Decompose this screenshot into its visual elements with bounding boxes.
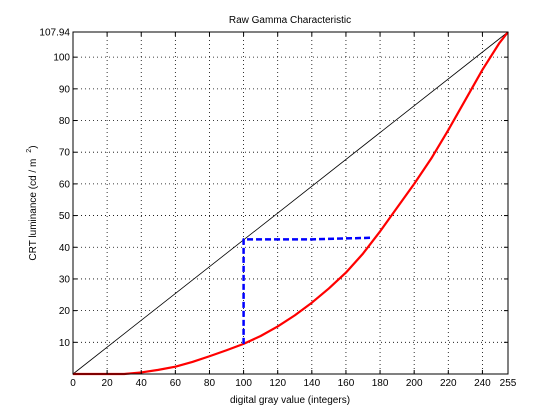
x-tick-label: 80 <box>204 378 216 389</box>
y-tick-labels: 10 20 30 40 50 60 70 80 90 100 107.94 <box>39 28 70 349</box>
axis-ticks <box>72 31 509 374</box>
x-tick-label: 220 <box>440 378 457 389</box>
guide-dashed-line <box>242 236 372 344</box>
x-tick-label: 180 <box>372 378 389 389</box>
y-axis-label: CRT luminance (cd / m 2) <box>26 145 39 260</box>
plot-frame <box>72 31 509 375</box>
y-axis-label-superscript: 2 <box>26 149 33 153</box>
grid-lines <box>73 32 508 374</box>
y-axis-label-suffix: ) <box>28 145 39 148</box>
x-tick-label: 40 <box>136 378 148 389</box>
series-layer <box>72 31 509 376</box>
linear-reference-line <box>72 31 509 375</box>
y-tick-label: 107.94 <box>39 28 70 39</box>
x-tick-label: 0 <box>70 378 76 389</box>
x-tick-labels: 0 20 40 60 80 100 120 140 160 180 200 220 240 255 <box>70 378 517 389</box>
x-tick-label: 20 <box>102 378 114 389</box>
y-tick-label: 10 <box>59 338 71 349</box>
y-tick-label: 50 <box>59 211 71 222</box>
x-tick-label: 255 <box>500 378 517 389</box>
y-tick-label: 20 <box>59 306 71 317</box>
x-tick-label: 120 <box>269 378 286 389</box>
gamma-curve-line <box>73 31 509 376</box>
x-tick-label: 160 <box>338 378 355 389</box>
x-tick-label: 60 <box>170 378 182 389</box>
y-tick-label: 30 <box>59 274 71 285</box>
x-axis-label: digital gray value (integers) <box>230 395 350 406</box>
chart-title: Raw Gamma Characteristic <box>229 15 351 26</box>
y-tick-label: 80 <box>59 116 71 127</box>
y-tick-label: 70 <box>59 148 71 159</box>
y-tick-label: 60 <box>59 179 71 190</box>
y-tick-label: 40 <box>59 243 71 254</box>
y-tick-label: 90 <box>59 84 71 95</box>
x-tick-label: 240 <box>474 378 491 389</box>
x-tick-label: 140 <box>303 378 320 389</box>
x-tick-label: 200 <box>406 378 423 389</box>
x-tick-label: 100 <box>235 378 252 389</box>
y-tick-label: 100 <box>53 53 70 64</box>
y-axis-label-main: CRT luminance (cd / m <box>28 159 39 261</box>
